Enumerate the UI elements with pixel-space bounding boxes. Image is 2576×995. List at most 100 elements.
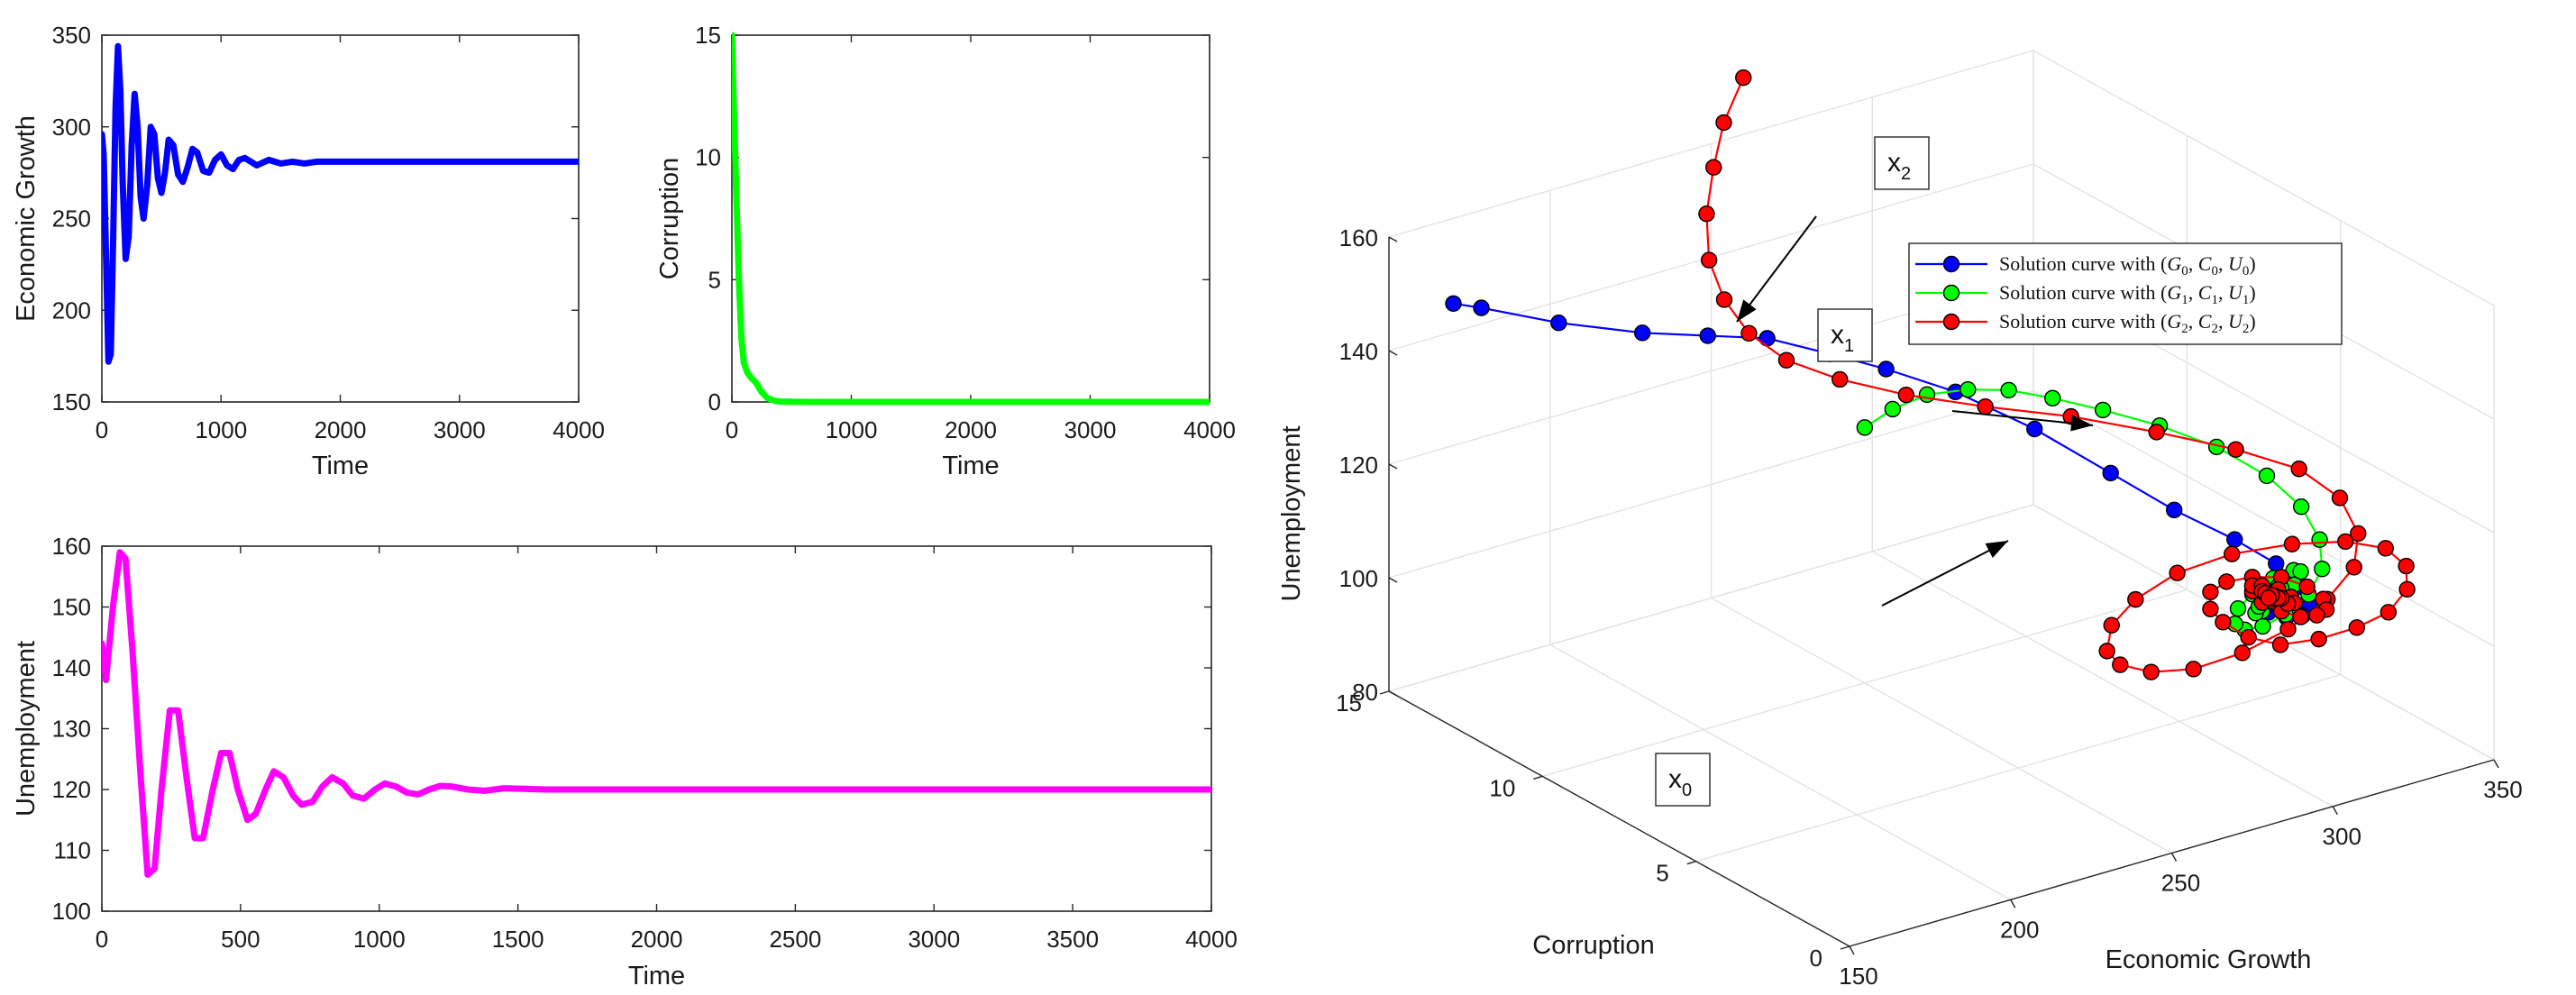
solution-marker [2337,533,2354,551]
legend-text-part: , [2188,310,2198,333]
solution-marker [2292,563,2309,580]
solution-marker [2398,557,2415,575]
point-label-x0: x0 [1655,753,1711,807]
x-tick-label: 4000 [553,416,605,443]
solution-marker [1550,315,1567,332]
x-tick-label: 1000 [195,416,247,443]
legend-item: Solution curve with (G0, C0, U0) [1915,252,2256,278]
series-line [102,42,579,365]
u-tick-mark [1388,690,1398,697]
c-tick-mark [1686,860,1696,865]
y-tick-label: 150 [52,388,91,415]
label-box [1874,136,1930,190]
solution-marker [1445,295,1462,312]
x-tick-label: 1000 [353,926,406,953]
u-tick-mark [1388,350,1398,356]
solution-marker [2044,389,2061,407]
solution-marker [2094,401,2112,419]
solution-marker [2292,498,2310,516]
side-grid-line [2032,390,2495,647]
c-tick-label: 5 [1656,860,1668,887]
x-axis-label: Time [312,452,369,480]
solution-marker [1884,400,1902,418]
legend-text-part: , [2188,252,2198,275]
legend-text-part: 1 [2181,293,2188,307]
label-subscript: 2 [1901,164,1911,184]
legend-text-part: G [2167,252,2181,275]
arrow-head [1737,299,1757,322]
x-tick-label: 1000 [826,416,878,443]
solution-marker [1777,351,1795,369]
legend-text-part: , [2218,310,2228,333]
solution-marker [2271,636,2289,653]
y-tick-label: 10 [695,144,721,171]
legend-text-part: 2 [2243,322,2250,336]
x-tick-label: 500 [221,926,260,953]
y-axis-label: Economic Growth [12,115,41,322]
legend-text-part: 2 [2211,322,2218,336]
g-tick-label: 200 [2000,916,2039,943]
solution-marker [1856,419,1874,436]
x-tick-label: 1500 [492,926,544,953]
solution-marker [2226,531,2243,548]
legend-text-part: , [2218,252,2228,275]
solution-marker [1705,159,1722,176]
solution-marker [1959,381,1977,398]
solution-marker [1715,114,1732,132]
direction-arrow [1951,410,2094,432]
legend-text-part: 0 [2181,264,2188,278]
solution-marker [2260,589,2277,607]
c-tick-mark [1533,775,1543,780]
arrow-shaft [1736,215,1817,323]
u-tick-label: 100 [1339,565,1378,592]
legend-text-part: ) [2249,310,2255,333]
solution-marker [2233,644,2251,662]
plot-frame [731,34,1210,403]
solution-marker [2310,630,2327,648]
u-tick-mark [1388,463,1398,470]
solution-marker [2112,656,2129,673]
x-tick-label: 3500 [1046,926,1099,953]
legend-text-part: U [2228,252,2244,275]
solution-marker [2331,489,2349,507]
solution-marker [2000,381,2017,399]
solution-marker [2240,628,2257,646]
floor-grid-line [1542,589,2188,778]
solution-marker [2279,620,2297,638]
point-label-x1: x1 [1817,308,1873,362]
legend-text-part: G [2167,310,2181,333]
legend-text-part: 1 [2243,293,2250,307]
solution-marker [2258,467,2276,485]
y-tick-label: 100 [52,898,91,925]
x-tick-label: 0 [96,926,108,953]
legend-text-part: 1 [2211,293,2218,307]
legend-text-part: C [2198,252,2212,275]
solution-marker [2227,441,2244,458]
solution-marker [1740,324,1758,342]
solution-marker [2127,590,2144,608]
direction-arrow [1881,540,2009,607]
legend-text-part: C [2198,310,2212,333]
solution-marker [2202,583,2219,601]
label-subscript: 1 [1844,336,1854,356]
floor-grid-line [1695,673,2341,863]
legend-text-part: Solution curve with ( [1999,310,2167,333]
solution-marker [2308,607,2325,624]
arrow-shaft [1881,540,2009,607]
point-label-x2: x2 [1874,136,1930,190]
legend-text-part: 0 [2243,264,2250,278]
legend-label: Solution curve with (G1, C1, U1) [1999,281,2256,307]
legend-text-part: Solution curve with ( [1999,252,2167,275]
back-grid-line [1388,50,2034,238]
legend-text-part: G [2167,281,2181,304]
solution-marker [2026,420,2043,438]
solution-marker [2185,661,2202,678]
solution-marker [2350,525,2367,543]
x-axis-label: Time [628,962,685,990]
y-tick-label: 250 [52,205,91,233]
legend-text-part: 2 [2181,322,2188,336]
economic-growth-plot: 0 1000 2000 3000 4000 150 200 250 300 350 Time Econ… [12,22,605,480]
legend-text-part: U [2228,310,2244,333]
arrow-head [1985,541,2008,558]
